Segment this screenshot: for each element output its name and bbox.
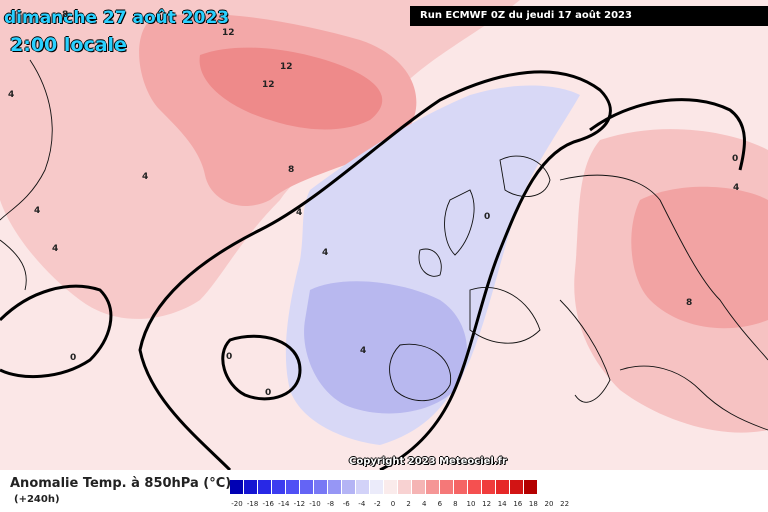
contour-label: 0 (265, 388, 272, 398)
contour-label: 4 (360, 346, 367, 356)
scale-tick-label: -14 (278, 500, 290, 508)
scale-tick-label: -20 (231, 500, 243, 508)
scale-tick-label: -8 (327, 500, 335, 508)
contour-label: 0 (484, 212, 491, 222)
scale-swatch (272, 480, 286, 494)
scale-tick-label: 16 (513, 500, 523, 508)
scale-swatch (510, 480, 524, 494)
scale-swatch (482, 480, 496, 494)
anomaly-map (0, 0, 768, 470)
warm-core (199, 47, 383, 130)
scale-tick-label: 6 (437, 500, 443, 508)
scale-tick-label: -6 (342, 500, 350, 508)
contour-label: 0 (732, 154, 739, 164)
scale-swatch (258, 480, 272, 494)
scale-tick-label: 4 (421, 500, 427, 508)
coastlines (0, 59, 768, 431)
contour-label: 12 (262, 80, 275, 90)
warm-core-east (631, 186, 768, 329)
scale-swatch (412, 480, 426, 494)
color-scale-ticks: -20 -18 -16 -14 -12 -10 -8 -6 -4 -2 0 2 4 6 8 10 12 14 16 1… (230, 500, 575, 510)
scale-swatch (230, 480, 244, 494)
scale-tick-label: 12 (482, 500, 492, 508)
scale-tick-label: -10 (309, 500, 321, 508)
scale-tick-label: 2 (406, 500, 411, 508)
scale-tick-label: -16 (262, 500, 274, 508)
forecast-date: dimanche 27 août 2023 (4, 8, 230, 28)
lead-time: (+240h) (14, 494, 60, 505)
scale-tick-label: -2 (373, 500, 381, 508)
scale-tick-label: 20 (544, 500, 554, 508)
scale-tick-label: 0 (390, 500, 396, 508)
scale-tick-label: -12 (293, 500, 306, 508)
parameter-label: Anomalie Temp. à 850hPa (°C) (10, 476, 232, 491)
contour-label: 8 (288, 165, 295, 175)
contour-label: 4 (322, 248, 329, 258)
forecast-time: 2:00 locale (10, 34, 127, 56)
scale-tick-label: 10 (466, 500, 476, 508)
scale-tick-label: 18 (528, 500, 538, 508)
contour-label: 12 (222, 28, 235, 38)
scale-swatch (286, 480, 300, 494)
scale-swatch (244, 480, 258, 494)
zero-contour (138, 70, 612, 470)
color-scale (230, 480, 538, 494)
contour-label: 8 (686, 298, 693, 308)
scale-swatch (426, 480, 440, 494)
copyright: Copyright 2023 Meteociel.fr (349, 456, 507, 467)
contour-label: 4 (296, 208, 303, 218)
contour-label: 8 (62, 10, 69, 20)
scale-tick-label: 14 (497, 500, 507, 508)
scale-swatch (370, 480, 384, 494)
contour-label: 0 (226, 352, 233, 362)
scale-tick-label: 8 (453, 500, 458, 508)
contour-label: 4 (733, 183, 740, 193)
scale-swatch (300, 480, 314, 494)
contour-label: 4 (34, 206, 41, 216)
scale-swatch (524, 480, 538, 494)
contour-label: 0 (70, 353, 77, 363)
scale-tick-label: 22 (560, 500, 570, 508)
scale-tick-label: -4 (358, 500, 366, 508)
scale-swatch (384, 480, 398, 494)
scale-swatch (342, 480, 356, 494)
scale-swatch (328, 480, 342, 494)
run-info: Run ECMWF 0Z du jeudi 17 août 2023 (410, 6, 768, 26)
scale-swatch (356, 480, 370, 494)
scale-swatch (496, 480, 510, 494)
scale-swatch (398, 480, 412, 494)
zero-contour-west (0, 284, 113, 379)
contour-label: 12 (280, 62, 293, 72)
scale-tick-label: -18 (246, 500, 259, 508)
scale-swatch (314, 480, 328, 494)
contour-label: 4 (8, 90, 15, 100)
contour-label: 4 (142, 172, 149, 182)
zero-contour-iberia (221, 334, 302, 401)
scale-swatch (468, 480, 482, 494)
scale-swatch (454, 480, 468, 494)
zero-contour-east (589, 98, 746, 171)
scale-swatch (440, 480, 454, 494)
contour-label: 4 (52, 244, 59, 254)
cold-core (304, 281, 467, 414)
